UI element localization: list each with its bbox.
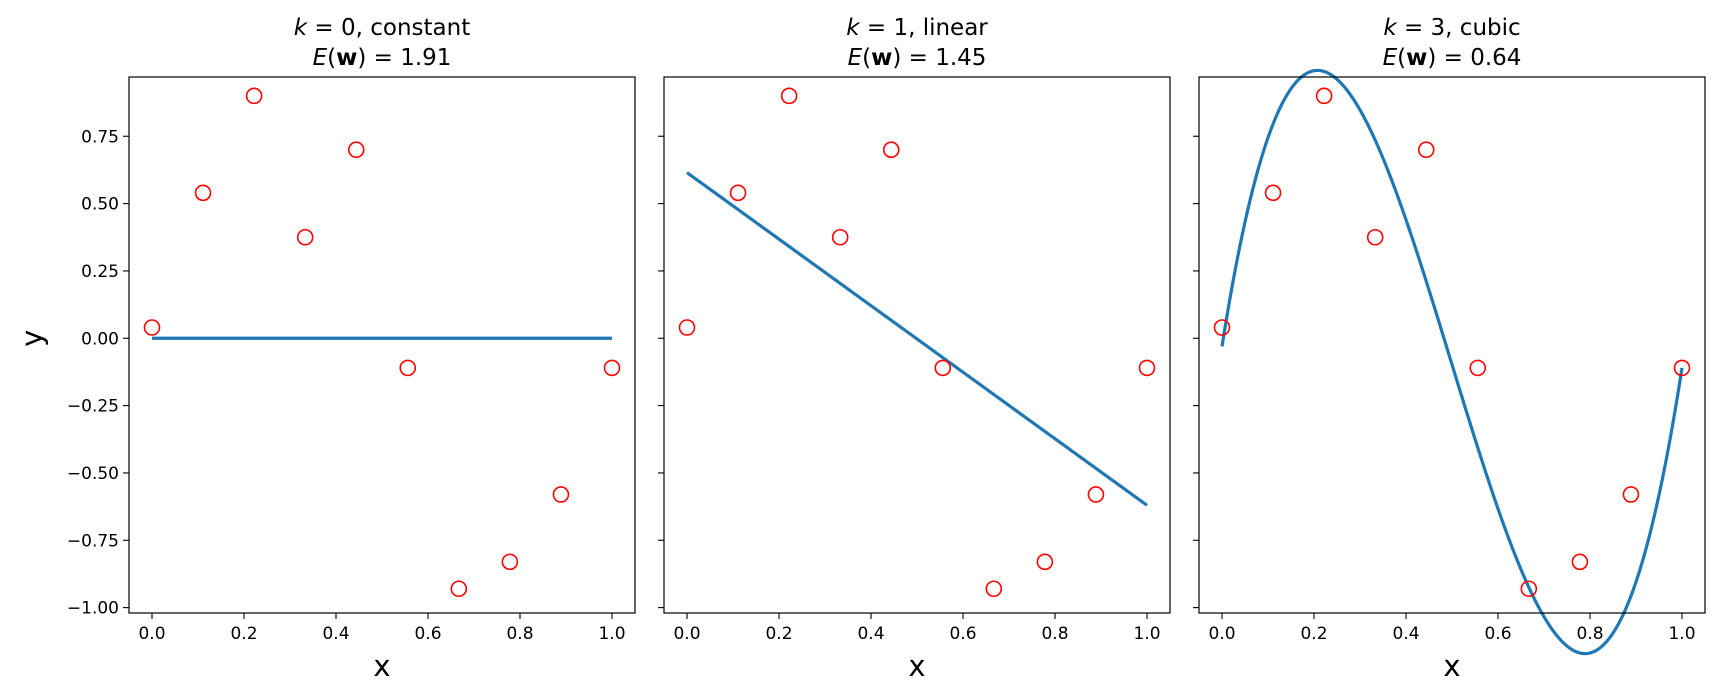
y-tick-label: 0.75 [81,127,119,147]
title-k-symbol: k [1383,15,1398,41]
data-point [831,228,849,246]
error-symbol: E [1383,45,1398,71]
fit-curve [686,171,1148,507]
data-point [1138,359,1156,377]
error-weight-symbol: w [336,45,357,71]
axes-frame [663,76,1171,614]
data-point [1087,486,1105,503]
x-tick-label: 1.0 [598,624,625,644]
data-point [1469,359,1487,377]
y-tick-label: −1.00 [67,599,119,619]
y-tick-label: −0.75 [67,531,119,551]
error-paren-close-eq: ) = [892,45,935,71]
data-point [450,580,468,598]
data-point [1315,87,1333,105]
x-axis-label: x [908,649,925,683]
data-point [1673,359,1691,377]
data-point [1571,553,1589,571]
data-point [1417,141,1435,159]
title-k-symbol: k [294,15,309,41]
y-tick-label: 0.25 [81,262,119,282]
title-model-text: = 3, cubic [1397,15,1521,41]
x-tick-label: 0.2 [230,624,257,644]
error-paren-close-eq: ) = [357,45,400,71]
error-paren-open: ( [862,45,871,71]
error-paren-open: ( [1397,45,1406,71]
subplot-title-line-2: E(w) = 1.45 [848,45,987,71]
title-model-text: = 1, linear [860,15,989,41]
data-point [729,184,747,202]
data-point [1036,553,1054,571]
x-axis-label: x [373,649,390,683]
y-tick-label: 0.50 [81,195,119,215]
x-tick-label: 0.2 [1300,624,1327,644]
data-point [985,580,1003,598]
x-tick-label: 0.4 [1392,624,1419,644]
subplot-2: k = 1, linear E(w) = 1.45 0.0 0.2 0.4 0.6 0.8 1… [658,15,1171,683]
subplot-title-line-1: k = 0, constant [294,15,470,41]
axes-frame [1198,76,1706,614]
error-symbol: E [848,45,863,71]
title-k-symbol: k [846,15,861,41]
data-point [1213,319,1231,336]
data-point [143,319,161,336]
y-tick-label: −0.25 [67,397,119,417]
x-tick-label: 0.4 [857,624,884,644]
data-point [245,87,263,105]
error-paren-close-eq: ) = [1427,45,1470,71]
x-tick-label: 0.4 [322,624,349,644]
y-tick-label: 0.00 [81,329,119,349]
data-point [1622,486,1640,503]
data-point [1366,228,1384,246]
x-tick-label: 0.8 [1576,624,1603,644]
data-point [678,319,696,336]
data-point [603,359,621,377]
subplot-title-line-2: E(w) = 1.91 [313,45,452,71]
y-tick-label: −0.50 [67,464,119,484]
data-point [501,553,519,571]
subplot-title-line-2: E(w) = 0.64 [1383,45,1522,71]
fit-curve [1220,68,1684,656]
data-point [296,228,314,246]
data-point [194,184,212,202]
error-paren-open: ( [327,45,336,71]
x-tick-label: 0.8 [1041,624,1068,644]
subplot-3: k = 3, cubic E(w) = 0.64 0.0 0.2 0.4 0.6 0.8 1.… [1193,15,1706,683]
x-tick-label: 0.2 [765,624,792,644]
error-value: 1.45 [935,45,986,71]
x-tick-label: 0.0 [673,624,700,644]
data-point [1520,580,1538,598]
data-point [1264,184,1282,202]
data-point [552,486,570,503]
x-axis-label: x [1443,649,1460,683]
data-point [347,141,365,159]
x-tick-label: 0.0 [1208,624,1235,644]
data-point [882,141,900,159]
x-tick-label: 1.0 [1133,624,1160,644]
x-tick-label: 0.0 [138,624,165,644]
error-symbol: E [313,45,328,71]
subplot-1: k = 0, constant E(w) = 1.91 0.0 0.2 0.4 0.6 0.… [15,15,636,683]
subplot-title-line-1: k = 1, linear [846,15,988,41]
error-weight-symbol: w [871,45,892,71]
x-tick-label: 0.8 [506,624,533,644]
data-point [780,87,798,105]
error-weight-symbol: w [1406,45,1427,71]
x-tick-label: 1.0 [1668,624,1695,644]
error-value: 0.64 [1470,45,1521,71]
x-tick-label: 0.6 [414,624,441,644]
subplot-title-line-1: k = 3, cubic [1383,15,1520,41]
axes-frame [128,76,636,614]
data-point [399,359,417,377]
error-value: 1.91 [400,45,451,71]
title-model-text: = 0, constant [307,15,470,41]
data-point [934,359,952,377]
y-axis-label: y [15,330,49,347]
x-tick-label: 0.6 [1484,624,1511,644]
x-tick-label: 0.6 [949,624,976,644]
